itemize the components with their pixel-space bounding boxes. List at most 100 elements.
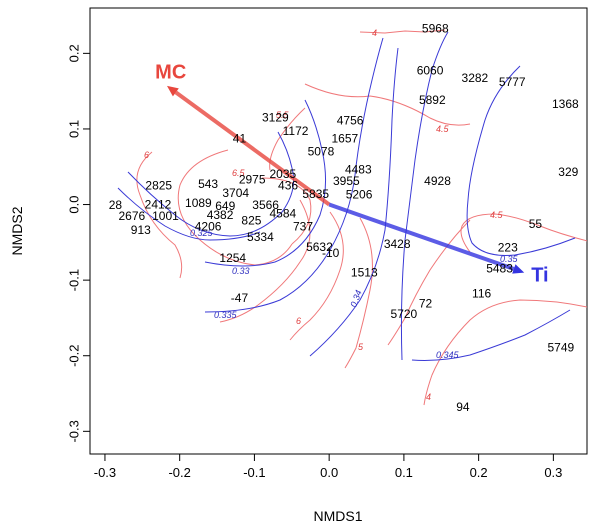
site-point: 4382 xyxy=(207,208,234,222)
red-contour-label: 4.5 xyxy=(490,210,504,220)
red-contour-label: 6 xyxy=(296,316,301,326)
site-point: 2412 xyxy=(145,197,172,211)
blue-contour-0-34 xyxy=(309,47,399,357)
site-point: 3955 xyxy=(333,174,360,188)
site-point: 543 xyxy=(198,177,218,191)
site-point: 3566 xyxy=(252,198,279,212)
site-point: 116 xyxy=(472,287,491,301)
x-axis-title: NMDS1 xyxy=(313,508,362,524)
site-point: 3129 xyxy=(262,111,289,125)
blue-contour-label: 0.335 xyxy=(214,310,238,320)
site-point: 436 xyxy=(278,179,298,193)
red-contour-label: 5 xyxy=(358,342,364,352)
red-contour-label: 6.5 xyxy=(232,168,246,178)
site-point: 2825 xyxy=(145,179,172,193)
vector-ti-shaft xyxy=(328,202,515,271)
x-tick-label: 0.2 xyxy=(470,465,488,480)
site-point: 4928 xyxy=(424,174,451,188)
red-contour-5-5-lower xyxy=(289,211,344,341)
site-point: 1368 xyxy=(552,97,579,111)
site-point: 5720 xyxy=(391,307,418,321)
blue-contour-1 xyxy=(117,187,261,241)
contour-labels: 4 4.5 5.5 6 6.5 4.5 6 5 4 0.325 0.33 0.3… xyxy=(144,28,519,402)
vector-layer: MC Ti xyxy=(155,61,548,286)
site-point: 5632 xyxy=(306,240,333,254)
site-point: 6060 xyxy=(417,64,444,78)
site-point: -47 xyxy=(231,291,249,305)
site-point: 41 xyxy=(233,132,247,146)
vector-mc-label: MC xyxy=(155,61,186,83)
site-point: 5483 xyxy=(486,262,513,276)
blue-contour-label: 0.33 xyxy=(232,266,250,276)
site-point: 5777 xyxy=(499,75,526,89)
red-contour-label: 4.5 xyxy=(436,124,450,134)
site-point: 737 xyxy=(293,219,313,233)
site-point: 94 xyxy=(456,400,470,414)
site-point: 5078 xyxy=(308,145,335,159)
blue-contour-label: 0.34 xyxy=(348,289,363,309)
blue-contour-label: 0.345 xyxy=(436,350,460,360)
site-point: 4584 xyxy=(269,207,296,221)
x-tick-label: 0.1 xyxy=(395,465,413,480)
x-tick-label: -0.1 xyxy=(243,465,265,480)
blue-contour-label: 0.325 xyxy=(190,228,214,238)
site-point: -10 xyxy=(322,246,340,260)
site-point: 5334 xyxy=(247,230,274,244)
blue-contour-0-345 xyxy=(411,309,571,361)
y-axis: -0.3 -0.2 -0.1 0.0 0.1 0.2 xyxy=(66,44,90,443)
blue-contour-label: 0.35 xyxy=(500,254,519,264)
site-point: 649 xyxy=(215,199,235,213)
contour-layer xyxy=(117,29,587,406)
point-layer: 5968 6060 3282 5777 5892 1368 3129 4756 1172 1657… xyxy=(109,21,579,414)
site-point: 5835 xyxy=(302,187,329,201)
y-axis-title: NMDS2 xyxy=(9,206,25,255)
y-tick-label: 0.1 xyxy=(66,120,81,138)
red-contour-label: 6 xyxy=(144,150,149,160)
site-point: 825 xyxy=(241,213,261,227)
red-contour-4-5-right xyxy=(460,213,587,253)
y-tick-label: -0.1 xyxy=(66,269,81,291)
site-point: 2035 xyxy=(269,167,296,181)
vector-ti-arrowhead xyxy=(512,264,525,274)
site-point: 3428 xyxy=(384,237,411,251)
site-point: 4483 xyxy=(345,163,372,177)
site-point: 3282 xyxy=(462,71,489,85)
red-contour-4-bottom xyxy=(423,299,587,406)
site-point: 4756 xyxy=(337,114,364,128)
y-tick-label: 0.2 xyxy=(66,44,81,62)
blue-contour-0-35 xyxy=(400,31,449,361)
red-contour-4-5-top xyxy=(304,83,471,126)
red-contour-6-lower xyxy=(219,199,311,323)
site-point: 72 xyxy=(419,296,433,310)
site-point: 1089 xyxy=(185,196,212,210)
site-point: 5968 xyxy=(422,21,449,35)
red-contour-label: 4 xyxy=(372,28,377,38)
plot-frame xyxy=(89,7,588,455)
red-contour-4-5-mid xyxy=(387,219,471,346)
x-tick-label: -0.3 xyxy=(94,465,116,480)
site-point: 1172 xyxy=(283,124,309,138)
y-tick-label: 0.0 xyxy=(66,196,81,214)
site-point: 2975 xyxy=(239,173,266,187)
blue-contour-0-33 xyxy=(204,99,327,267)
blue-contour-right-curve xyxy=(466,65,576,256)
y-tick-label: -0.2 xyxy=(66,345,81,367)
x-tick-label: 0.3 xyxy=(544,465,562,480)
site-point: 4206 xyxy=(195,219,222,233)
red-contour-6-5 xyxy=(177,149,293,266)
red-contour-6-outer xyxy=(136,151,183,279)
blue-contour-0-335 xyxy=(204,37,384,313)
vector-mc-arrowhead xyxy=(166,85,179,97)
y-tick-label: -0.3 xyxy=(66,420,81,442)
red-contour-5 xyxy=(344,217,373,369)
site-point: 5749 xyxy=(547,340,574,354)
vector-ti-label: Ti xyxy=(531,265,548,287)
site-point: 223 xyxy=(498,241,518,255)
x-tick-label: -0.2 xyxy=(168,465,190,480)
site-point: 1657 xyxy=(332,132,359,146)
site-point: 2676 xyxy=(119,209,146,223)
blue-contour-0-325 xyxy=(127,131,295,237)
red-contour-label: 5.5 xyxy=(276,110,290,120)
red-contour-label: 4 xyxy=(426,392,431,402)
